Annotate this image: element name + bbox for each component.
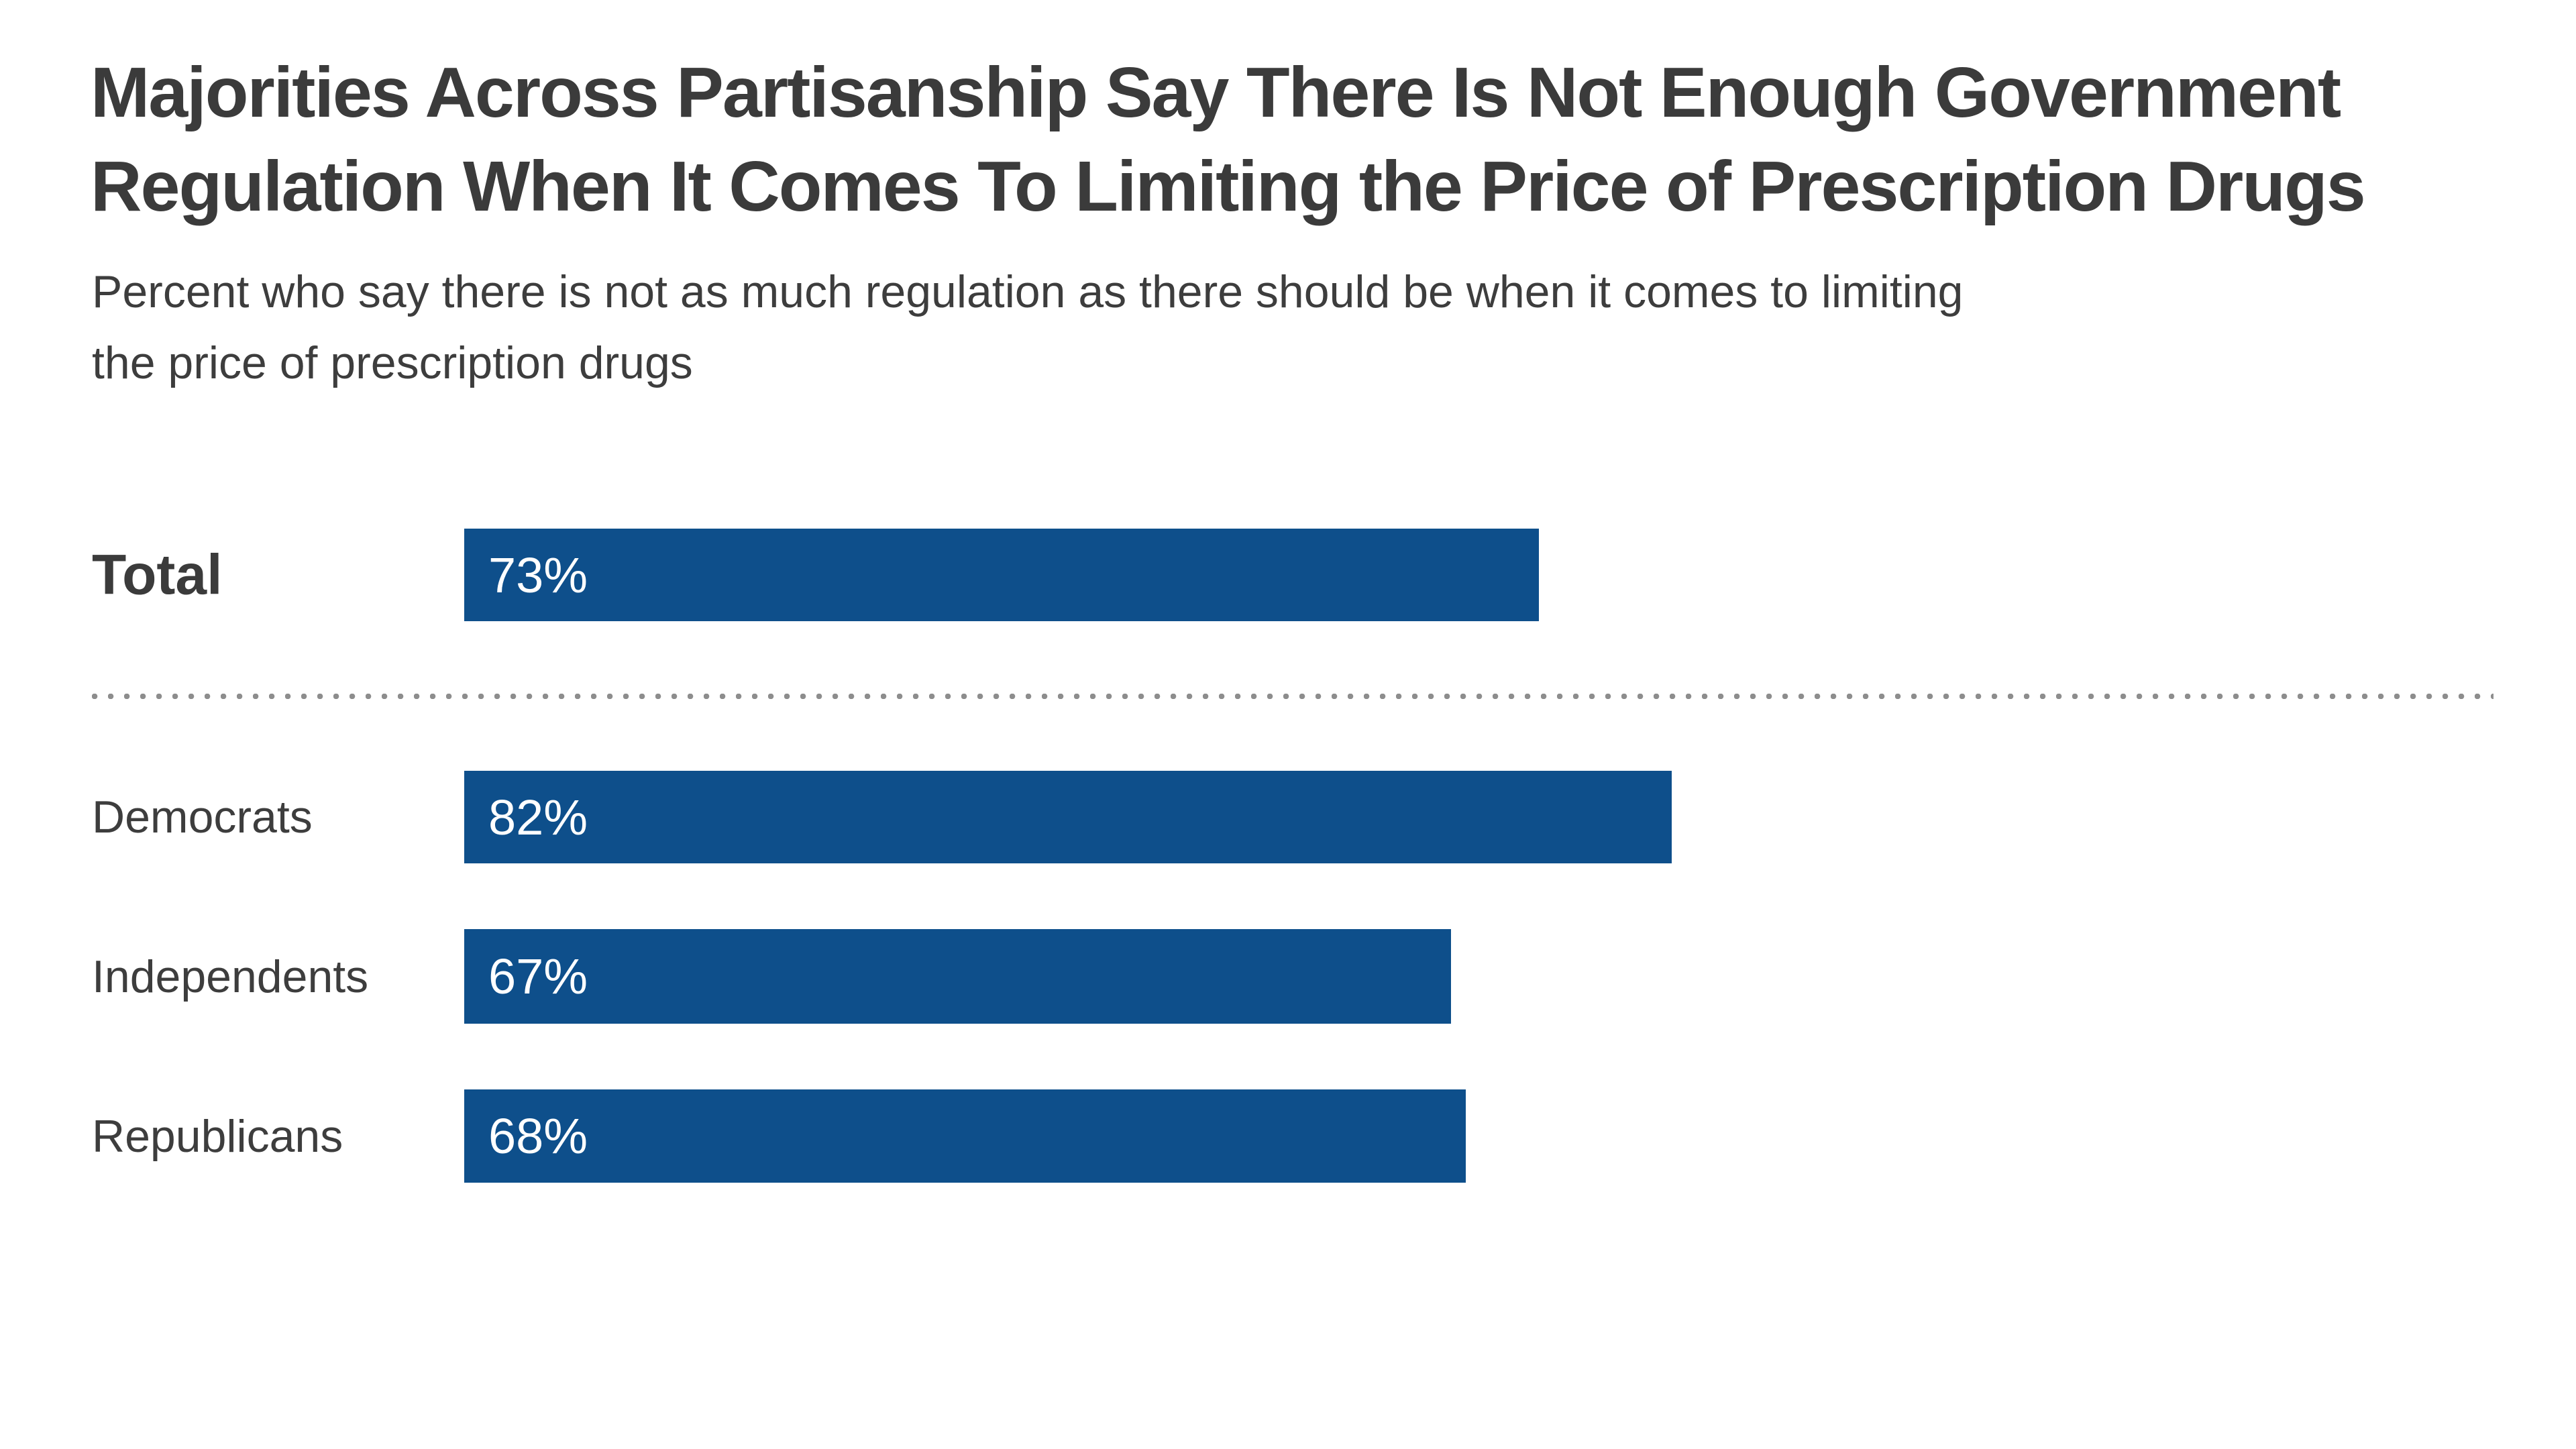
chart-subtitle-line-2: the price of prescription drugs xyxy=(92,337,693,388)
chart-row-democrats: Democrats 82% xyxy=(0,771,2576,863)
row-label-republicans: Republicans xyxy=(92,1110,343,1162)
bar-total: 73% xyxy=(464,529,1539,621)
bar-value-label-republicans: 68% xyxy=(488,1108,588,1164)
chart-title-line-2: Regulation When It Comes To Limiting the… xyxy=(91,147,2366,226)
chart-row-total: Total 73% xyxy=(0,529,2576,621)
bar-value-label-independents: 67% xyxy=(488,949,588,1004)
dotted-separator xyxy=(92,694,2493,699)
chart-row-independents: Independents 67% xyxy=(0,929,2576,1024)
bar-republicans: 68% xyxy=(464,1089,1466,1183)
chart-subtitle-line-1: Percent who say there is not as much reg… xyxy=(92,266,1964,317)
bar-value-label-total: 73% xyxy=(488,547,588,603)
bar-democrats: 82% xyxy=(464,771,1672,863)
chart-subtitle: Percent who say there is not as much reg… xyxy=(92,256,1963,398)
bar-independents: 67% xyxy=(464,929,1451,1024)
row-label-total: Total xyxy=(92,543,223,606)
chart-row-republicans: Republicans 68% xyxy=(0,1089,2576,1183)
row-label-independents: Independents xyxy=(92,951,369,1002)
bar-value-label-democrats: 82% xyxy=(488,789,588,845)
row-label-democrats: Democrats xyxy=(92,792,313,843)
chart-title: Majorities Across Partisanship Say There… xyxy=(91,46,2366,233)
chart-title-line-1: Majorities Across Partisanship Say There… xyxy=(91,53,2341,132)
